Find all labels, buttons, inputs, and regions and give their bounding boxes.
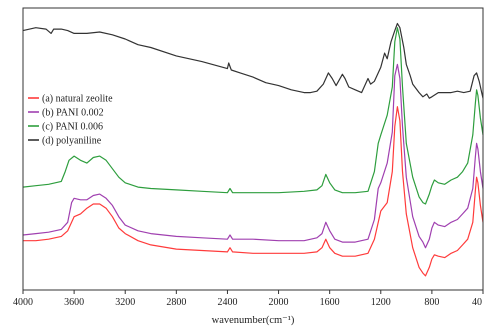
- x-tick-label-2: 3200: [115, 297, 135, 308]
- x-tick-label-4: 2400: [217, 297, 237, 308]
- series-group: [22, 22, 484, 277]
- legend-label-2: (c) PANI 0.006: [42, 122, 103, 133]
- series-line-3: [22, 22, 484, 99]
- x-tick-label-6: 1600: [320, 297, 340, 308]
- plot-frame: [22, 7, 484, 291]
- legend-label-0: (a) natural zeolite: [42, 94, 113, 105]
- x-axis-title: wavenumber(cm⁻¹): [212, 315, 295, 326]
- series-line-2: [22, 27, 484, 205]
- series-line-1: [22, 63, 484, 249]
- series-line-0: [23, 106, 484, 277]
- x-tick-label-3: 2800: [166, 297, 186, 308]
- x-tick-label-7: 1200: [371, 297, 391, 308]
- x-tick-label-0: 4000: [13, 297, 33, 308]
- legend-label-1: (b) PANI 0.002: [42, 108, 104, 119]
- legend-label-3: (d) polyaniline: [42, 136, 102, 147]
- x-tick-label-1: 3600: [64, 297, 84, 308]
- x-tick-label-9: 40: [472, 297, 482, 308]
- x-ticks: [22, 290, 484, 294]
- x-tick-labels: 4000 3600 3200 2800 2400 2000 1600 1200 800 40: [13, 297, 482, 308]
- x-tick-label-5: 2000: [269, 297, 289, 308]
- legend: (a) natural zeolite (b) PANI 0.002 (c) PAN…: [28, 94, 113, 147]
- x-tick-label-8: 800: [424, 297, 439, 308]
